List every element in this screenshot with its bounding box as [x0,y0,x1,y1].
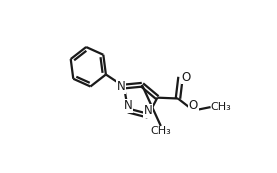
Text: O: O [189,99,198,112]
Text: N: N [124,99,133,112]
Text: N: N [117,80,126,93]
Text: N: N [143,104,152,117]
Text: CH₃: CH₃ [150,126,171,136]
Text: CH₃: CH₃ [211,102,231,112]
Text: O: O [181,71,191,84]
